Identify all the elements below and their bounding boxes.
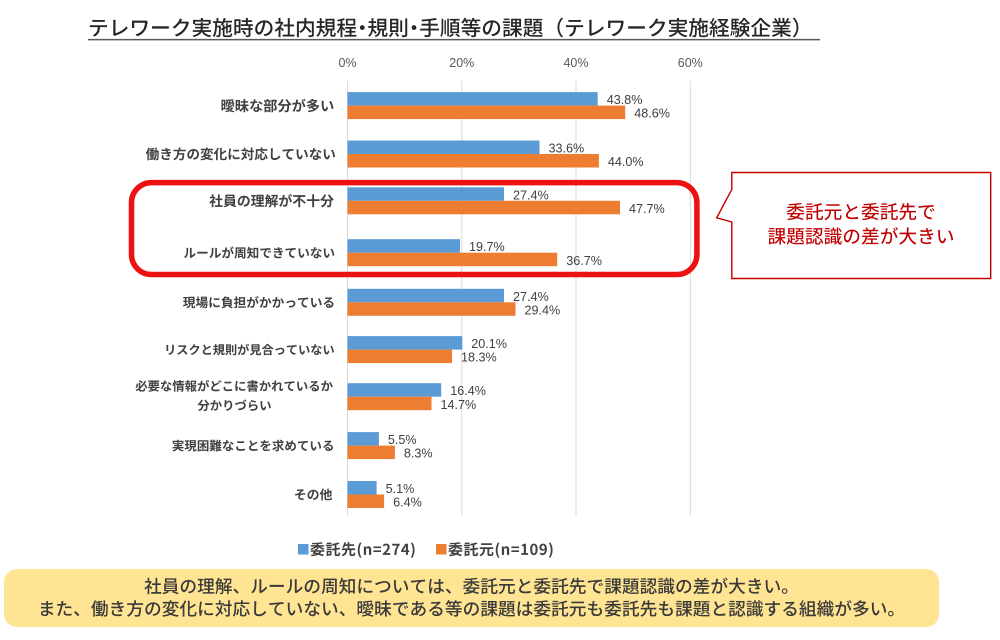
- svg-text:16.4%: 16.4%: [450, 384, 486, 398]
- svg-text:5.5%: 5.5%: [388, 433, 417, 447]
- svg-text:5.1%: 5.1%: [386, 482, 415, 496]
- svg-text:36.7%: 36.7%: [566, 254, 602, 268]
- svg-text:0%: 0%: [338, 56, 356, 70]
- svg-text:6.4%: 6.4%: [393, 496, 422, 510]
- svg-text:27.4%: 27.4%: [513, 290, 549, 304]
- svg-text:18.3%: 18.3%: [461, 351, 497, 365]
- svg-text:47.7%: 47.7%: [629, 202, 665, 216]
- svg-text:60%: 60%: [678, 56, 703, 70]
- svg-text:20.1%: 20.1%: [471, 337, 507, 351]
- svg-text:14.7%: 14.7%: [441, 398, 477, 412]
- svg-text:48.6%: 48.6%: [634, 107, 670, 121]
- svg-text:44.0%: 44.0%: [608, 155, 644, 169]
- svg-text:29.4%: 29.4%: [525, 303, 561, 317]
- svg-text:20%: 20%: [449, 56, 474, 70]
- svg-text:27.4%: 27.4%: [513, 188, 549, 202]
- svg-text:33.6%: 33.6%: [549, 142, 585, 156]
- svg-text:8.3%: 8.3%: [404, 447, 433, 461]
- svg-text:19.7%: 19.7%: [469, 240, 505, 254]
- svg-text:43.8%: 43.8%: [607, 93, 643, 107]
- svg-text:40%: 40%: [563, 56, 588, 70]
